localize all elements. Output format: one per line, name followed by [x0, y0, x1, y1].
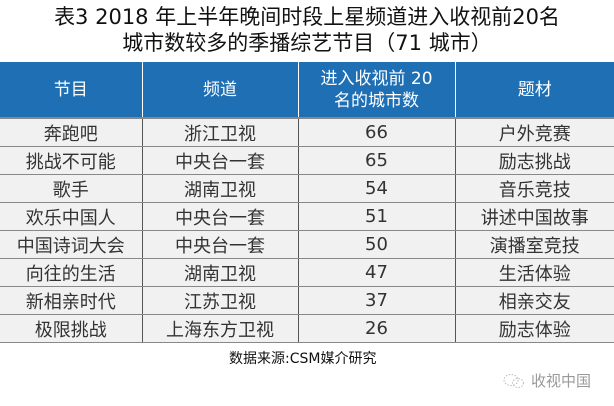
header-channel: 频道 [141, 62, 298, 118]
watermark-text: 收视中国 [531, 372, 592, 390]
data-source: 数据来源:CSM媒介研究 [229, 351, 377, 367]
cell-cities: 37 [297, 286, 455, 315]
cell-genre: 生活体验 [454, 258, 614, 287]
header-cities-line2: 名的城市数 [334, 90, 419, 111]
cell-channel: 中央台一套 [141, 146, 298, 175]
table-row: 挑战不可能 中央台一套 65 励志挑战 [0, 146, 614, 175]
header-cities: 进入收视前 20 名的城市数 [297, 62, 455, 118]
cell-channel: 湖南卫视 [141, 258, 298, 287]
header-program: 节目 [0, 62, 142, 118]
cell-channel: 浙江卫视 [141, 117, 298, 147]
cell-genre: 励志体验 [454, 314, 614, 343]
cell-program: 新相亲时代 [0, 286, 142, 315]
cell-program: 欢乐中国人 [0, 202, 142, 231]
cell-genre: 讲述中国故事 [454, 202, 614, 231]
cell-cities: 54 [297, 174, 455, 203]
cell-genre: 音乐竞技 [454, 174, 614, 203]
cell-cities: 26 [297, 314, 455, 343]
cell-cities: 47 [297, 258, 455, 287]
cell-program: 歌手 [0, 174, 142, 203]
table-title: 表3 2018 年上半年晚间时段上星频道进入收视前20名 城市数较多的季播综艺节… [0, 4, 614, 56]
cell-program: 极限挑战 [0, 314, 142, 343]
cell-cities: 65 [297, 146, 455, 175]
cell-genre: 相亲交友 [454, 286, 614, 315]
header-cities-line1: 进入收视前 20 [320, 68, 433, 89]
header-row: 节目 频道 进入收视前 20 名的城市数 题材 [0, 62, 614, 118]
cell-program: 奔跑吧 [0, 117, 142, 147]
title-line-2: 城市数较多的季播综艺节目（71 城市） [122, 31, 492, 55]
table-row: 极限挑战 上海东方卫视 26 励志体验 [0, 314, 614, 343]
cell-cities: 51 [297, 202, 455, 231]
cell-channel: 湖南卫视 [141, 174, 298, 203]
cell-genre: 演播室竞技 [454, 230, 614, 259]
cell-cities: 50 [297, 230, 455, 259]
cell-channel: 上海东方卫视 [141, 314, 298, 343]
table-row: 奔跑吧 浙江卫视 66 户外竞赛 [0, 117, 614, 147]
cell-cities: 66 [297, 117, 455, 147]
cell-channel: 江苏卫视 [141, 286, 298, 315]
cell-channel: 中央台一套 [141, 202, 298, 231]
cell-genre: 励志挑战 [454, 146, 614, 175]
title-line-1: 表3 2018 年上半年晚间时段上星频道进入收视前20名 [54, 5, 560, 29]
table-row: 欢乐中国人 中央台一套 51 讲述中国故事 [0, 202, 614, 231]
program-table: 节目 频道 进入收视前 20 名的城市数 题材 奔跑吧 浙江卫视 66 户外竞赛… [0, 62, 614, 343]
table-row: 向往的生活 湖南卫视 47 生活体验 [0, 258, 614, 287]
cell-program: 挑战不可能 [0, 146, 142, 175]
table-row: 歌手 湖南卫视 54 音乐竞技 [0, 174, 614, 203]
wechat-icon [503, 373, 524, 388]
header-genre: 题材 [454, 62, 614, 118]
cell-program: 向往的生活 [0, 258, 142, 287]
watermark: 收视中国 [503, 370, 591, 391]
cell-program: 中国诗词大会 [0, 230, 142, 259]
cell-genre: 户外竞赛 [454, 117, 614, 147]
cell-channel: 中央台一套 [141, 230, 298, 259]
table-row: 新相亲时代 江苏卫视 37 相亲交友 [0, 286, 614, 315]
table-row: 中国诗词大会 中央台一套 50 演播室竞技 [0, 230, 614, 259]
